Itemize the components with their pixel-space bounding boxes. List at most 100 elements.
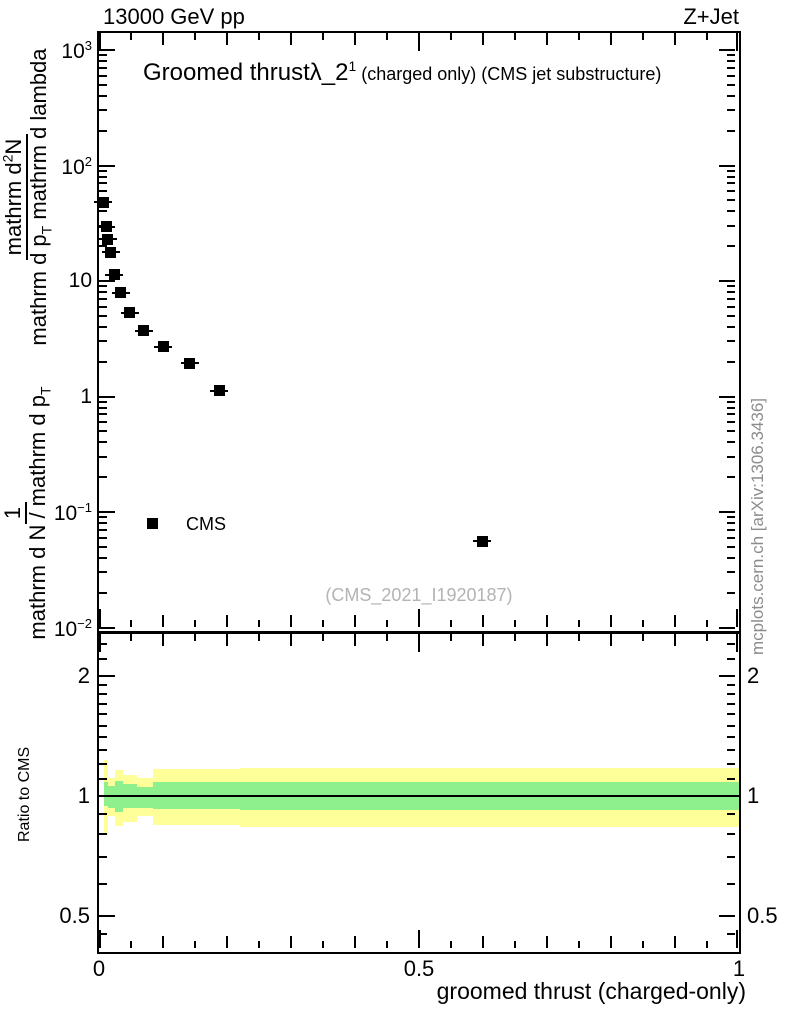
data-point (97, 196, 109, 208)
y-axis-tick-label: 10−1 (53, 500, 92, 525)
x-axis-tick (514, 620, 516, 627)
main-plot-panel (94, 31, 741, 633)
x-axis-tick (290, 615, 292, 627)
y-axis-tick (99, 591, 107, 594)
y-axis-tick (99, 476, 107, 479)
x-axis-tick (578, 634, 580, 641)
x-axis-tick (130, 33, 132, 40)
ratio-y-axis-tick (99, 833, 107, 836)
ratio-y-axis-tick (727, 883, 735, 886)
y-axis-tick (99, 400, 107, 403)
y-axis-tick (99, 556, 107, 559)
ratio-y-axis-tick (99, 724, 107, 727)
ratio-y-axis-tick (727, 724, 735, 727)
ratio-y-axis-tick (727, 736, 735, 739)
y-axis-tick (727, 297, 735, 300)
process-label: Z+Jet (683, 4, 739, 29)
x-axis-tick (162, 615, 164, 627)
analysis-watermark: (CMS_2021_I1920187) (325, 585, 513, 605)
y-axis-tick-label: 102 (61, 153, 92, 179)
y-axis-tick (99, 413, 107, 416)
y-axis-tick (727, 199, 735, 202)
x-axis-tick (546, 634, 548, 646)
y-axis-tick (727, 545, 735, 548)
y-axis-tick (719, 626, 735, 629)
ratio-y-axis-tick (719, 674, 735, 677)
y-axis-tick (727, 421, 735, 424)
y-axis-tick (99, 291, 107, 294)
y-axis-tick (727, 340, 735, 343)
y-axis-tick (99, 545, 107, 548)
x-axis-tick (546, 936, 548, 948)
legend-square-marker-icon (147, 518, 158, 529)
plot-title-symbol: λ_2 (309, 59, 349, 86)
y-axis-tick (727, 83, 735, 86)
x-axis-tick (642, 634, 644, 641)
data-point (157, 341, 169, 353)
data-point (184, 357, 196, 369)
y-axis-tick (727, 60, 735, 63)
plot-title-suffix: (charged only) (CMS jet substructure) (356, 64, 662, 84)
y-axis-tick (727, 455, 735, 458)
y-axis-tick (99, 182, 107, 185)
x-axis-tick (354, 936, 356, 948)
y-axis-tick (719, 164, 735, 167)
ratio-axis-title: Ratio to CMS (16, 746, 33, 842)
ratio-y-axis-tick (727, 643, 735, 646)
ratio-plot-area (99, 634, 739, 952)
x-axis-tick (258, 634, 260, 641)
y-axis-tick (727, 516, 735, 519)
x-axis-tick (610, 634, 612, 646)
y-axis-tick-label: 10 (68, 269, 92, 292)
y-axis-tick (99, 280, 115, 282)
ratio-y-axis-tick (99, 812, 107, 815)
x-axis-tick (706, 33, 708, 40)
y-axis-tick (727, 325, 735, 328)
y-axis-tick (99, 169, 107, 172)
y-axis-tick (727, 74, 735, 77)
y-axis-title: 1 mathrm d N / mathrm d pT mathrm d2N math… (0, 28, 56, 660)
x-axis-tick (674, 634, 676, 646)
y-axis-tick (99, 74, 107, 77)
y-axis-tick (727, 190, 735, 193)
x-axis-tick (99, 609, 101, 627)
x-axis-tick (674, 615, 676, 627)
x-axis-tick (226, 936, 228, 948)
x-axis-tick (290, 936, 292, 948)
ratio-y-axis-tick (99, 778, 107, 781)
y-axis-tick (99, 314, 107, 317)
x-axis-tick (514, 634, 516, 641)
x-axis-tick (322, 620, 324, 627)
data-point (102, 233, 114, 245)
y-axis-tick (99, 325, 107, 328)
x-axis-tick (194, 620, 196, 627)
y-axis-tick (727, 430, 735, 433)
x-axis-tick (354, 634, 356, 646)
y-axis-tick (99, 626, 115, 629)
x-axis-tick (706, 620, 708, 627)
y-axis-tick (99, 511, 115, 513)
y-axis-tick (99, 305, 107, 308)
y-axis-tick (99, 109, 107, 112)
x-axis-tick (418, 33, 420, 51)
x-axis-tick (418, 634, 420, 652)
y-axis-tick (727, 441, 735, 444)
ratio-y-tick-label: 2 (747, 662, 760, 688)
y-axis-tick (99, 49, 115, 51)
y-axis-tick (727, 528, 735, 531)
x-axis-tick (736, 930, 738, 948)
y-axis-tick (99, 441, 107, 444)
y-axis-tick (727, 314, 735, 317)
ratio-y-axis-tick (727, 932, 735, 935)
ratio-y-axis-tick (99, 914, 115, 917)
ratio-y-axis-tick (727, 658, 735, 661)
y-axis-tick (99, 66, 107, 69)
x-axis-tick (610, 33, 612, 45)
ratio-y-axis-tick (99, 713, 107, 716)
mcplots-side-note: mcplots.cern.ch [arXiv:1306.3436] (748, 397, 767, 655)
y-axis-tick (99, 210, 107, 213)
ratio-y-axis-tick (727, 856, 735, 859)
x-axis-tick (290, 33, 292, 45)
x-axis-tick (482, 936, 484, 948)
